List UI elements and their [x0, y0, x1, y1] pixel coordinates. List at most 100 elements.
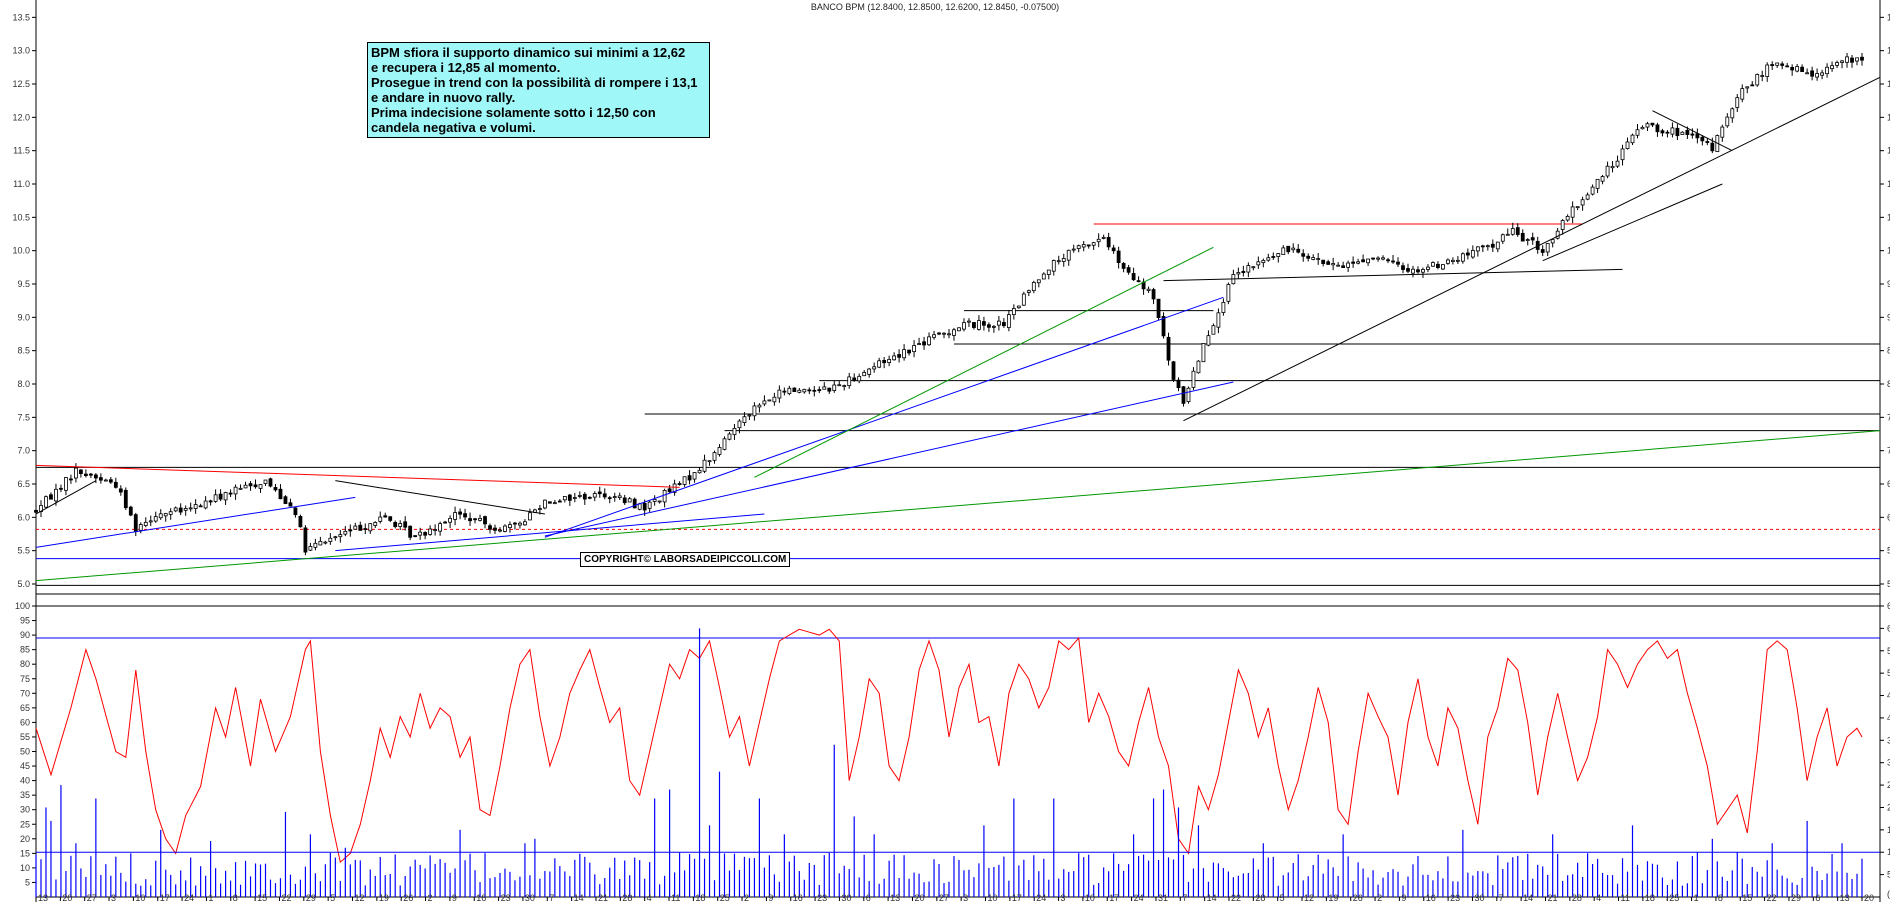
candle-body	[108, 479, 113, 483]
candle-body	[1111, 247, 1116, 252]
x-tick-label: 13	[890, 893, 900, 902]
candle-body	[148, 520, 153, 523]
candle-body	[103, 479, 108, 482]
candle-body	[1855, 57, 1859, 62]
x-tick-label: 1	[1694, 893, 1699, 902]
candle-body	[897, 354, 902, 358]
candle-body	[722, 438, 727, 450]
candle-body	[1026, 290, 1031, 293]
candle-body	[1450, 259, 1455, 262]
candle-body	[238, 487, 243, 490]
candle-body	[1311, 257, 1316, 260]
candle-body	[987, 324, 991, 328]
candle-body	[1331, 263, 1336, 266]
candle-body	[1421, 269, 1425, 273]
y-tick-label: 13.5	[12, 12, 30, 22]
candle-body	[1630, 134, 1635, 144]
x-tick-label: 28	[1255, 893, 1265, 902]
trendline	[35, 496, 356, 548]
candle-body	[1580, 199, 1585, 206]
candle-body	[173, 507, 178, 512]
y-tick-label: 11.5	[13, 146, 30, 156]
trendline	[754, 246, 1214, 478]
y-tick-label: 55000	[1887, 646, 1890, 656]
candle-body	[1485, 245, 1490, 248]
candle-body	[572, 497, 577, 499]
candle-body	[113, 481, 118, 488]
candle-body	[483, 516, 487, 525]
trendline	[35, 480, 97, 515]
y-tick-label: 10.0	[1887, 246, 1890, 256]
candle-body	[1700, 136, 1705, 142]
candle-body	[996, 320, 1001, 326]
y-tick-label: 40000	[1887, 713, 1890, 723]
y-tick-label: 11.0	[13, 179, 30, 189]
candle-body	[1296, 248, 1301, 253]
candle-body	[1795, 66, 1800, 72]
candle-body	[64, 477, 68, 491]
trendline	[1542, 183, 1723, 262]
candle-body	[1256, 261, 1261, 266]
candle-body	[163, 513, 168, 517]
candle-body	[717, 447, 722, 455]
candle-body	[1301, 253, 1306, 257]
x-tick-label: 28	[622, 893, 632, 902]
candle-body	[1211, 325, 1216, 335]
candle-body	[757, 404, 762, 408]
candle-body	[79, 469, 83, 475]
candle-body	[617, 495, 622, 498]
candle-body	[1475, 246, 1480, 252]
x-tick-label: 22	[1767, 893, 1777, 902]
y-tick-label: 25000	[1887, 780, 1890, 790]
candle-body	[1246, 265, 1251, 273]
candle-body	[1376, 257, 1380, 260]
candle-body	[318, 540, 323, 546]
trendline	[35, 430, 1881, 582]
candle-body	[747, 414, 752, 417]
candle-body	[1156, 298, 1161, 318]
y-tick-label: 7.5	[1887, 412, 1890, 422]
candle-body	[557, 500, 562, 503]
candle-body	[892, 355, 897, 361]
candle-body	[1196, 360, 1201, 374]
candle-body	[962, 322, 966, 330]
candle-body	[363, 528, 368, 530]
y-tick-label: 5	[25, 877, 30, 887]
candle-body	[852, 377, 857, 381]
candle-body	[1041, 273, 1046, 280]
candle-body	[478, 517, 482, 521]
candle-body	[1785, 65, 1790, 68]
candle-body	[712, 452, 717, 461]
x-tick-label: 30	[525, 893, 535, 902]
candle-body	[408, 525, 413, 538]
x-tick-label: 6	[1815, 893, 1820, 902]
candle-body	[957, 327, 961, 332]
candle-body	[293, 507, 298, 516]
candle-body	[917, 343, 921, 345]
note-line: BPM sfiora il supporto dinamico sui mini…	[371, 45, 686, 60]
candle-body	[697, 469, 702, 474]
y-tick-label: 6.0	[17, 512, 30, 522]
y-tick-label: 5.0	[17, 579, 30, 589]
candle-body	[1540, 249, 1545, 253]
candle-body	[1336, 264, 1341, 267]
candle-body	[1216, 312, 1221, 328]
candle-body	[1655, 124, 1660, 133]
candle-body	[1071, 248, 1076, 251]
trendline	[544, 381, 1234, 537]
candle-body	[1351, 261, 1356, 264]
candle-body	[1850, 57, 1854, 63]
x-tick-label: 23	[817, 893, 827, 902]
x-tick-label: 11	[1621, 893, 1630, 902]
candle-body	[1525, 239, 1530, 241]
candle-body	[1166, 336, 1171, 361]
y-tick-label: 12.0	[1887, 112, 1890, 122]
y-tick-label: 40	[20, 776, 30, 786]
candle-body	[54, 488, 58, 502]
y-tick-label: 75	[20, 674, 30, 684]
candle-body	[373, 522, 378, 526]
note-line: Prosegue in trend con la possibilità di …	[371, 75, 698, 90]
candle-body	[433, 529, 438, 531]
candle-body	[1600, 176, 1605, 182]
candle-body	[323, 541, 328, 544]
